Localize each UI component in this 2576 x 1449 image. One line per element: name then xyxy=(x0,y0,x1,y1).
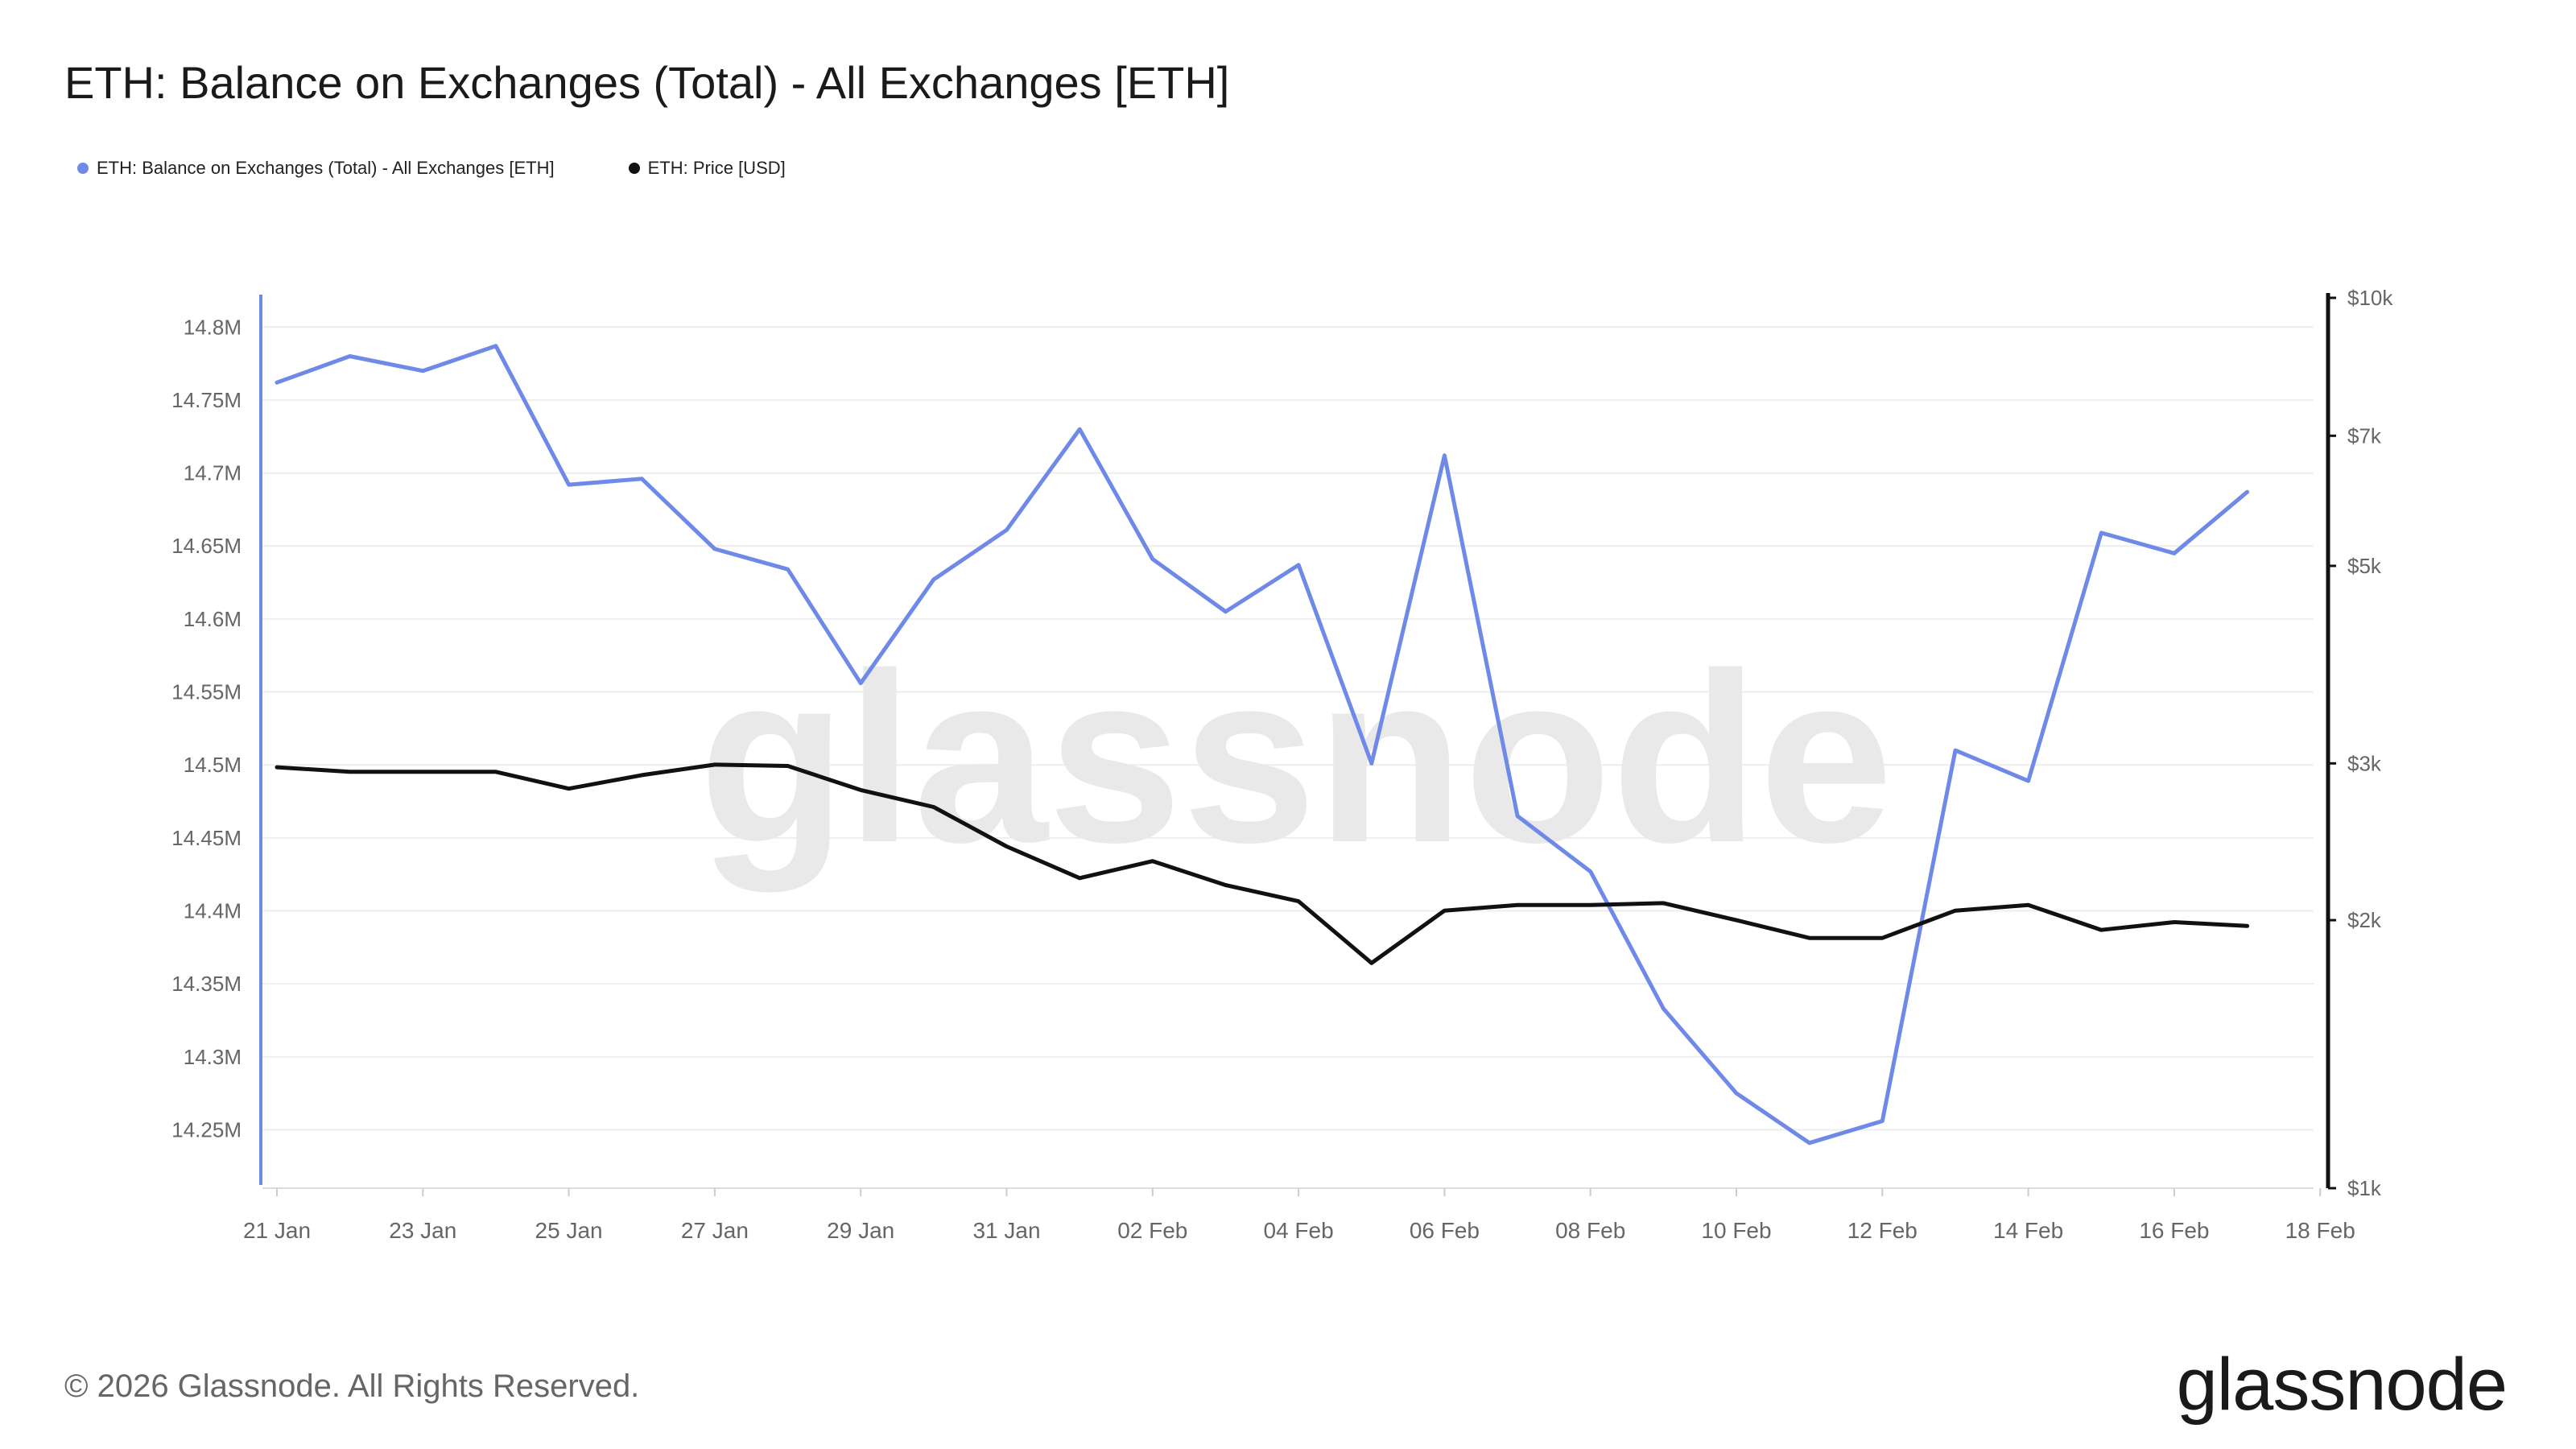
left-tick-label: 14.8M xyxy=(184,315,242,339)
left-tick-label: 14.45M xyxy=(171,826,242,850)
left-axis-ticks: 14.8M 14.75M 14.7M 14.65M 14.6M 14.55M 14.5M 14… xyxy=(171,315,242,1141)
copyright-footer: © 2026 Glassnode. All Rights Reserved. xyxy=(64,1368,640,1404)
right-tick-label: $3k xyxy=(2347,751,2382,775)
x-tick-label: 06 Feb xyxy=(1410,1218,1480,1243)
x-tick-label: 10 Feb xyxy=(1701,1218,1771,1243)
watermark: glassnode xyxy=(699,622,1893,894)
series-balance-line xyxy=(275,344,2250,1146)
series-price-line xyxy=(275,762,2250,965)
left-tick-label: 14.7M xyxy=(184,461,242,485)
right-tick-label: $1k xyxy=(2347,1176,2382,1200)
grid-lines xyxy=(262,326,2314,1131)
right-tick-label: $10k xyxy=(2347,286,2393,310)
series-lines xyxy=(275,344,2250,1146)
x-tick-label: 23 Jan xyxy=(389,1218,456,1243)
legend: ETH: Balance on Exchanges (Total) - All … xyxy=(77,158,786,179)
legend-label-balance: ETH: Balance on Exchanges (Total) - All … xyxy=(97,158,555,178)
left-tick-label: 14.3M xyxy=(184,1045,242,1069)
x-tick-label: 29 Jan xyxy=(827,1218,894,1243)
x-tick-label: 27 Jan xyxy=(681,1218,749,1243)
x-tick-label: 21 Jan xyxy=(243,1218,311,1243)
x-tick-label: 08 Feb xyxy=(1555,1218,1625,1243)
legend-dot-balance xyxy=(77,163,89,174)
x-tick-label: 04 Feb xyxy=(1264,1218,1334,1243)
axes xyxy=(259,293,2330,1189)
x-tick-label: 31 Jan xyxy=(972,1218,1040,1243)
legend-dot-price xyxy=(628,163,640,174)
chart-title: ETH: Balance on Exchanges (Total) - All … xyxy=(64,57,1230,108)
x-tick-label: 12 Feb xyxy=(1847,1218,1918,1243)
glassnode-logo: glassnode xyxy=(2176,1344,2508,1426)
left-tick-label: 14.65M xyxy=(171,534,242,558)
left-tick-label: 14.6M xyxy=(184,607,242,631)
x-tick-label: 16 Feb xyxy=(2139,1218,2209,1243)
x-tick-label: 02 Feb xyxy=(1117,1218,1187,1243)
legend-item-price[interactable]: ETH: Price [USD] xyxy=(628,158,786,179)
x-tick-label: 14 Feb xyxy=(1993,1218,2063,1243)
right-tick-label: $7k xyxy=(2347,423,2382,448)
left-tick-label: 14.5M xyxy=(184,753,242,777)
right-tick-label: $5k xyxy=(2347,554,2382,578)
x-tick-label: 18 Feb xyxy=(2285,1218,2355,1243)
legend-item-balance[interactable]: ETH: Balance on Exchanges (Total) - All … xyxy=(77,158,555,179)
right-axis-ticks: $10k $7k $5k $3k $2k $1k xyxy=(2328,286,2393,1200)
legend-label-price: ETH: Price [USD] xyxy=(647,158,786,178)
left-tick-label: 14.4M xyxy=(184,899,242,923)
left-tick-label: 14.25M xyxy=(171,1117,242,1141)
left-tick-label: 14.55M xyxy=(171,680,242,704)
right-tick-label: $2k xyxy=(2347,908,2382,932)
x-tick-label: 25 Jan xyxy=(535,1218,603,1243)
left-tick-label: 14.75M xyxy=(171,388,242,412)
left-tick-label: 14.35M xyxy=(171,972,242,996)
x-axis-ticks: 21 Jan 23 Jan 25 Jan 27 Jan 29 Jan 31 Jan 02 F… xyxy=(243,1188,2355,1243)
